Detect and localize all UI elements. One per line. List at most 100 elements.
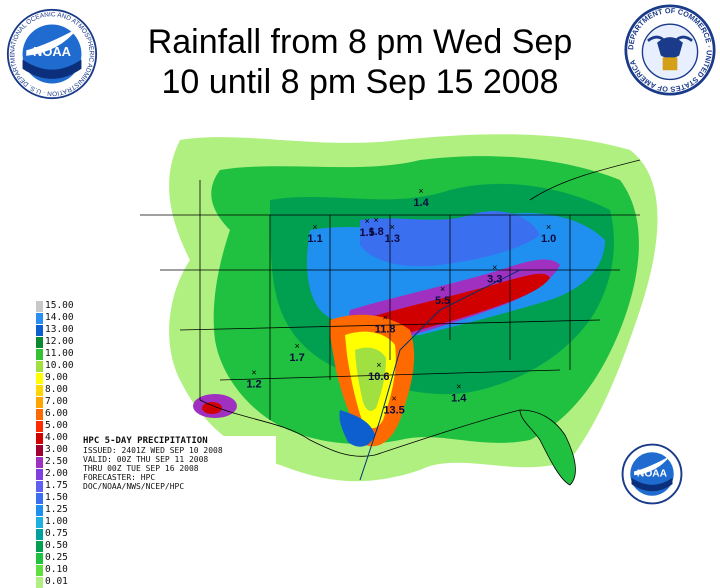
legend-swatch [36, 372, 43, 384]
legend-row: 6.00 [36, 408, 86, 420]
legend-row: 9.00 [36, 372, 86, 384]
info-line-2: ISSUED: 2401Z WED SEP 10 2008 [83, 446, 223, 455]
max-marker: × [440, 284, 445, 294]
legend-label: 13.00 [45, 324, 74, 335]
max-marker: × [418, 186, 423, 196]
page-title: Rainfall from 8 pm Wed Sep 10 until 8 pm… [100, 22, 620, 102]
legend-label: 15.00 [45, 300, 74, 311]
legend-label: 2.00 [45, 468, 68, 479]
legend-label: 1.50 [45, 492, 68, 503]
legend-swatch [36, 456, 43, 468]
max-marker: × [374, 215, 379, 225]
legend-label: 9.00 [45, 372, 68, 383]
info-line-5: FORECASTER: HPC [83, 473, 156, 482]
max-value-label: 5.5 [435, 295, 450, 307]
rain-sw-core [202, 402, 222, 414]
info-line-4: THRU 00Z TUE SEP 16 2008 [83, 464, 199, 473]
title-line-1: Rainfall from 8 pm Wed Sep [147, 23, 573, 61]
max-value-label: 1.8 [368, 226, 383, 238]
legend-row: 3.00 [36, 444, 86, 456]
legend-row: 14.00 [36, 312, 86, 324]
legend-swatch [36, 468, 43, 480]
max-value-label: 1.1 [307, 233, 322, 245]
legend-label: 11.00 [45, 348, 74, 359]
precip-legend: 15.00 14.00 13.00 12.00 11.00 10.00 9.00 8.00 7.… [36, 300, 86, 588]
max-marker: × [390, 222, 395, 232]
info-line-6: DOC/NOAA/NWS/NCEP/HPC [83, 482, 185, 491]
forecast-info-box: HPC 5-DAY PRECIPITATION ISSUED: 2401Z WE… [80, 436, 276, 492]
max-marker: × [365, 216, 370, 226]
legend-row: 2.50 [36, 456, 86, 468]
max-value-label: 3.3 [487, 273, 502, 285]
legend-label: 0.25 [45, 552, 68, 563]
legend-label: 0.10 [45, 564, 68, 575]
legend-label: 0.75 [45, 528, 68, 539]
noaa-small-logo: NOAA [621, 443, 683, 505]
legend-row: 2.00 [36, 468, 86, 480]
legend-label: 2.50 [45, 456, 68, 467]
legend-label: 7.00 [45, 396, 68, 407]
legend-row: 0.01 [36, 576, 86, 588]
rain-10.00-area [355, 347, 386, 411]
legend-swatch [36, 396, 43, 408]
legend-label: 6.00 [45, 408, 68, 419]
legend-swatch [36, 540, 43, 552]
max-value-label: 13.5 [383, 405, 404, 417]
legend-swatch [36, 492, 43, 504]
legend-swatch [36, 336, 43, 348]
legend-row: 5.00 [36, 420, 86, 432]
noaa-wordmark: NOAA [33, 44, 71, 59]
legend-row: 0.50 [36, 540, 86, 552]
legend-swatch [36, 384, 43, 396]
max-marker: × [251, 367, 256, 377]
legend-swatch [36, 552, 43, 564]
legend-swatch [36, 360, 43, 372]
max-value-label: 10.6 [368, 371, 389, 383]
title-line-2: 10 until 8 pm Sep 15 2008 [161, 63, 559, 101]
legend-label: 1.00 [45, 516, 68, 527]
legend-swatch [36, 480, 43, 492]
max-value-label: 1.3 [385, 233, 400, 245]
max-marker: × [376, 360, 381, 370]
legend-row: 11.00 [36, 348, 86, 360]
commerce-seal: DEPARTMENT OF COMMERCE · UNITED STATES O… [624, 4, 716, 96]
boundaries [140, 159, 641, 457]
legend-swatch [36, 312, 43, 324]
legend-swatch [36, 348, 43, 360]
max-marker: × [546, 222, 551, 232]
legend-row: 12.00 [36, 336, 86, 348]
florida-area [519, 409, 576, 486]
legend-row: 4.00 [36, 432, 86, 444]
max-value-label: 1.7 [289, 352, 304, 364]
max-marker: × [382, 313, 387, 323]
legend-label: 8.00 [45, 384, 68, 395]
max-value-label: 1.4 [451, 393, 467, 405]
max-marker: × [492, 262, 497, 272]
legend-label: 3.00 [45, 444, 68, 455]
legend-swatch [36, 420, 43, 432]
legend-label: 14.00 [45, 312, 74, 323]
storm-track [359, 269, 521, 481]
legend-label: 1.75 [45, 480, 68, 491]
max-value-label: 1.0 [541, 233, 556, 245]
legend-swatch [36, 504, 43, 516]
legend-swatch [36, 300, 43, 312]
legend-label: 0.50 [45, 540, 68, 551]
legend-row: 1.00 [36, 516, 86, 528]
legend-row: 0.25 [36, 552, 86, 564]
legend-row: 1.25 [36, 504, 86, 516]
max-value-label: 1.5 [360, 227, 375, 239]
noaa-logo: NATIONAL OCEANIC AND ATMOSPHERIC ADMINIS… [6, 8, 98, 100]
legend-row: 1.75 [36, 480, 86, 492]
legend-row: 10.00 [36, 360, 86, 372]
max-value-label: 1.2 [246, 378, 261, 390]
legend-label: 1.25 [45, 504, 68, 515]
legend-row: 0.10 [36, 564, 86, 576]
legend-swatch [36, 564, 43, 576]
max-value-label: 11.8 [375, 324, 396, 336]
max-marker: × [456, 382, 461, 392]
info-line-3: VALID: 00Z THU SEP 11 2008 [83, 455, 209, 464]
legend-swatch [36, 408, 43, 420]
legend-swatch [36, 432, 43, 444]
legend-row: 15.00 [36, 300, 86, 312]
